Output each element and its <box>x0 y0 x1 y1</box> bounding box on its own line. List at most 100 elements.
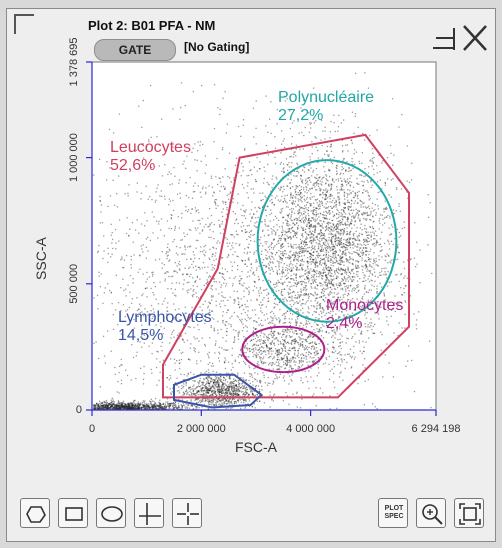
event-dot <box>259 239 261 241</box>
event-dot <box>190 405 192 407</box>
event-dot <box>368 166 370 168</box>
event-dot <box>310 232 312 234</box>
event-dot <box>225 324 227 327</box>
event-dot <box>172 406 175 408</box>
event-dot <box>111 405 113 407</box>
event-dot <box>300 242 302 244</box>
event-dot <box>297 296 299 298</box>
event-dot <box>202 381 204 383</box>
event-dot <box>373 173 375 176</box>
event-dot <box>316 182 318 184</box>
event-dot <box>318 232 320 234</box>
event-dot <box>132 408 135 410</box>
event-dot <box>270 342 272 344</box>
event-dot <box>390 240 393 242</box>
event-dot <box>230 386 232 388</box>
event-dot <box>300 280 303 283</box>
event-dot <box>241 318 243 320</box>
event-dot <box>111 401 113 403</box>
event-dot <box>319 187 321 190</box>
event-dot <box>187 391 189 393</box>
event-dot <box>265 254 267 257</box>
event-dot <box>361 297 363 299</box>
event-dot <box>204 372 206 374</box>
event-dot <box>322 289 324 291</box>
event-dot <box>243 402 245 404</box>
event-dot <box>275 303 277 305</box>
event-dot <box>358 340 360 342</box>
event-dot <box>126 217 128 219</box>
event-dot <box>310 352 312 354</box>
plot-area[interactable] <box>91 61 437 411</box>
event-dot <box>308 246 311 249</box>
event-dot <box>327 154 329 156</box>
event-dot <box>120 408 122 410</box>
event-dot <box>343 283 345 285</box>
event-dot <box>331 230 333 232</box>
event-dot <box>349 305 351 308</box>
event-dot <box>307 222 309 224</box>
event-dot <box>351 209 353 211</box>
event-dot <box>198 398 200 400</box>
event-dot <box>258 356 261 358</box>
event-dot <box>231 407 233 409</box>
event-dot <box>281 366 283 368</box>
event-dot <box>344 253 346 256</box>
event-dot <box>303 187 305 189</box>
event-dot <box>207 381 209 383</box>
event-dot <box>218 384 220 386</box>
event-dot <box>364 218 366 220</box>
event-dot <box>279 320 281 322</box>
event-dot <box>325 226 328 228</box>
event-dot <box>261 325 263 327</box>
event-dot <box>330 194 332 196</box>
event-dot <box>273 330 275 333</box>
event-dot <box>207 389 209 391</box>
event-dot <box>254 390 256 392</box>
event-dot <box>310 236 312 238</box>
event-dot <box>228 388 230 390</box>
event-dot <box>272 256 274 258</box>
event-dot <box>316 324 319 326</box>
event-dot <box>317 179 319 182</box>
gate-button[interactable]: GATE <box>94 39 176 61</box>
event-dot <box>307 234 309 236</box>
event-dot <box>195 393 197 395</box>
event-dot <box>325 331 327 333</box>
event-dot <box>340 224 342 226</box>
event-dot <box>128 402 130 404</box>
event-dot <box>192 385 194 388</box>
event-dot <box>270 343 272 345</box>
event-dot <box>339 333 341 335</box>
event-dot <box>117 407 120 409</box>
event-dot <box>114 407 117 409</box>
event-dot <box>320 296 322 298</box>
event-dot <box>322 232 324 235</box>
event-dot <box>119 403 121 405</box>
event-dot <box>235 401 237 403</box>
close-icon[interactable] <box>460 20 490 56</box>
event-dot <box>102 408 104 410</box>
event-dot <box>103 408 106 410</box>
event-dot <box>135 407 137 410</box>
event-dot <box>371 273 373 275</box>
event-dot <box>315 278 317 281</box>
event-dot <box>109 406 112 408</box>
event-dot <box>290 365 292 367</box>
event-dot <box>211 393 214 396</box>
event-dot <box>323 218 326 220</box>
event-dot <box>341 269 343 271</box>
event-dot <box>108 407 110 409</box>
minimize-icon[interactable] <box>430 20 458 56</box>
event-dot <box>325 229 327 231</box>
event-dot <box>150 403 152 405</box>
event-dot <box>339 255 341 257</box>
event-dot <box>117 408 119 410</box>
event-dot <box>351 212 354 214</box>
event-dot <box>244 406 247 408</box>
event-dot <box>143 405 145 408</box>
event-dot <box>325 281 327 283</box>
event-dot <box>328 183 330 185</box>
event-dot <box>320 355 322 358</box>
